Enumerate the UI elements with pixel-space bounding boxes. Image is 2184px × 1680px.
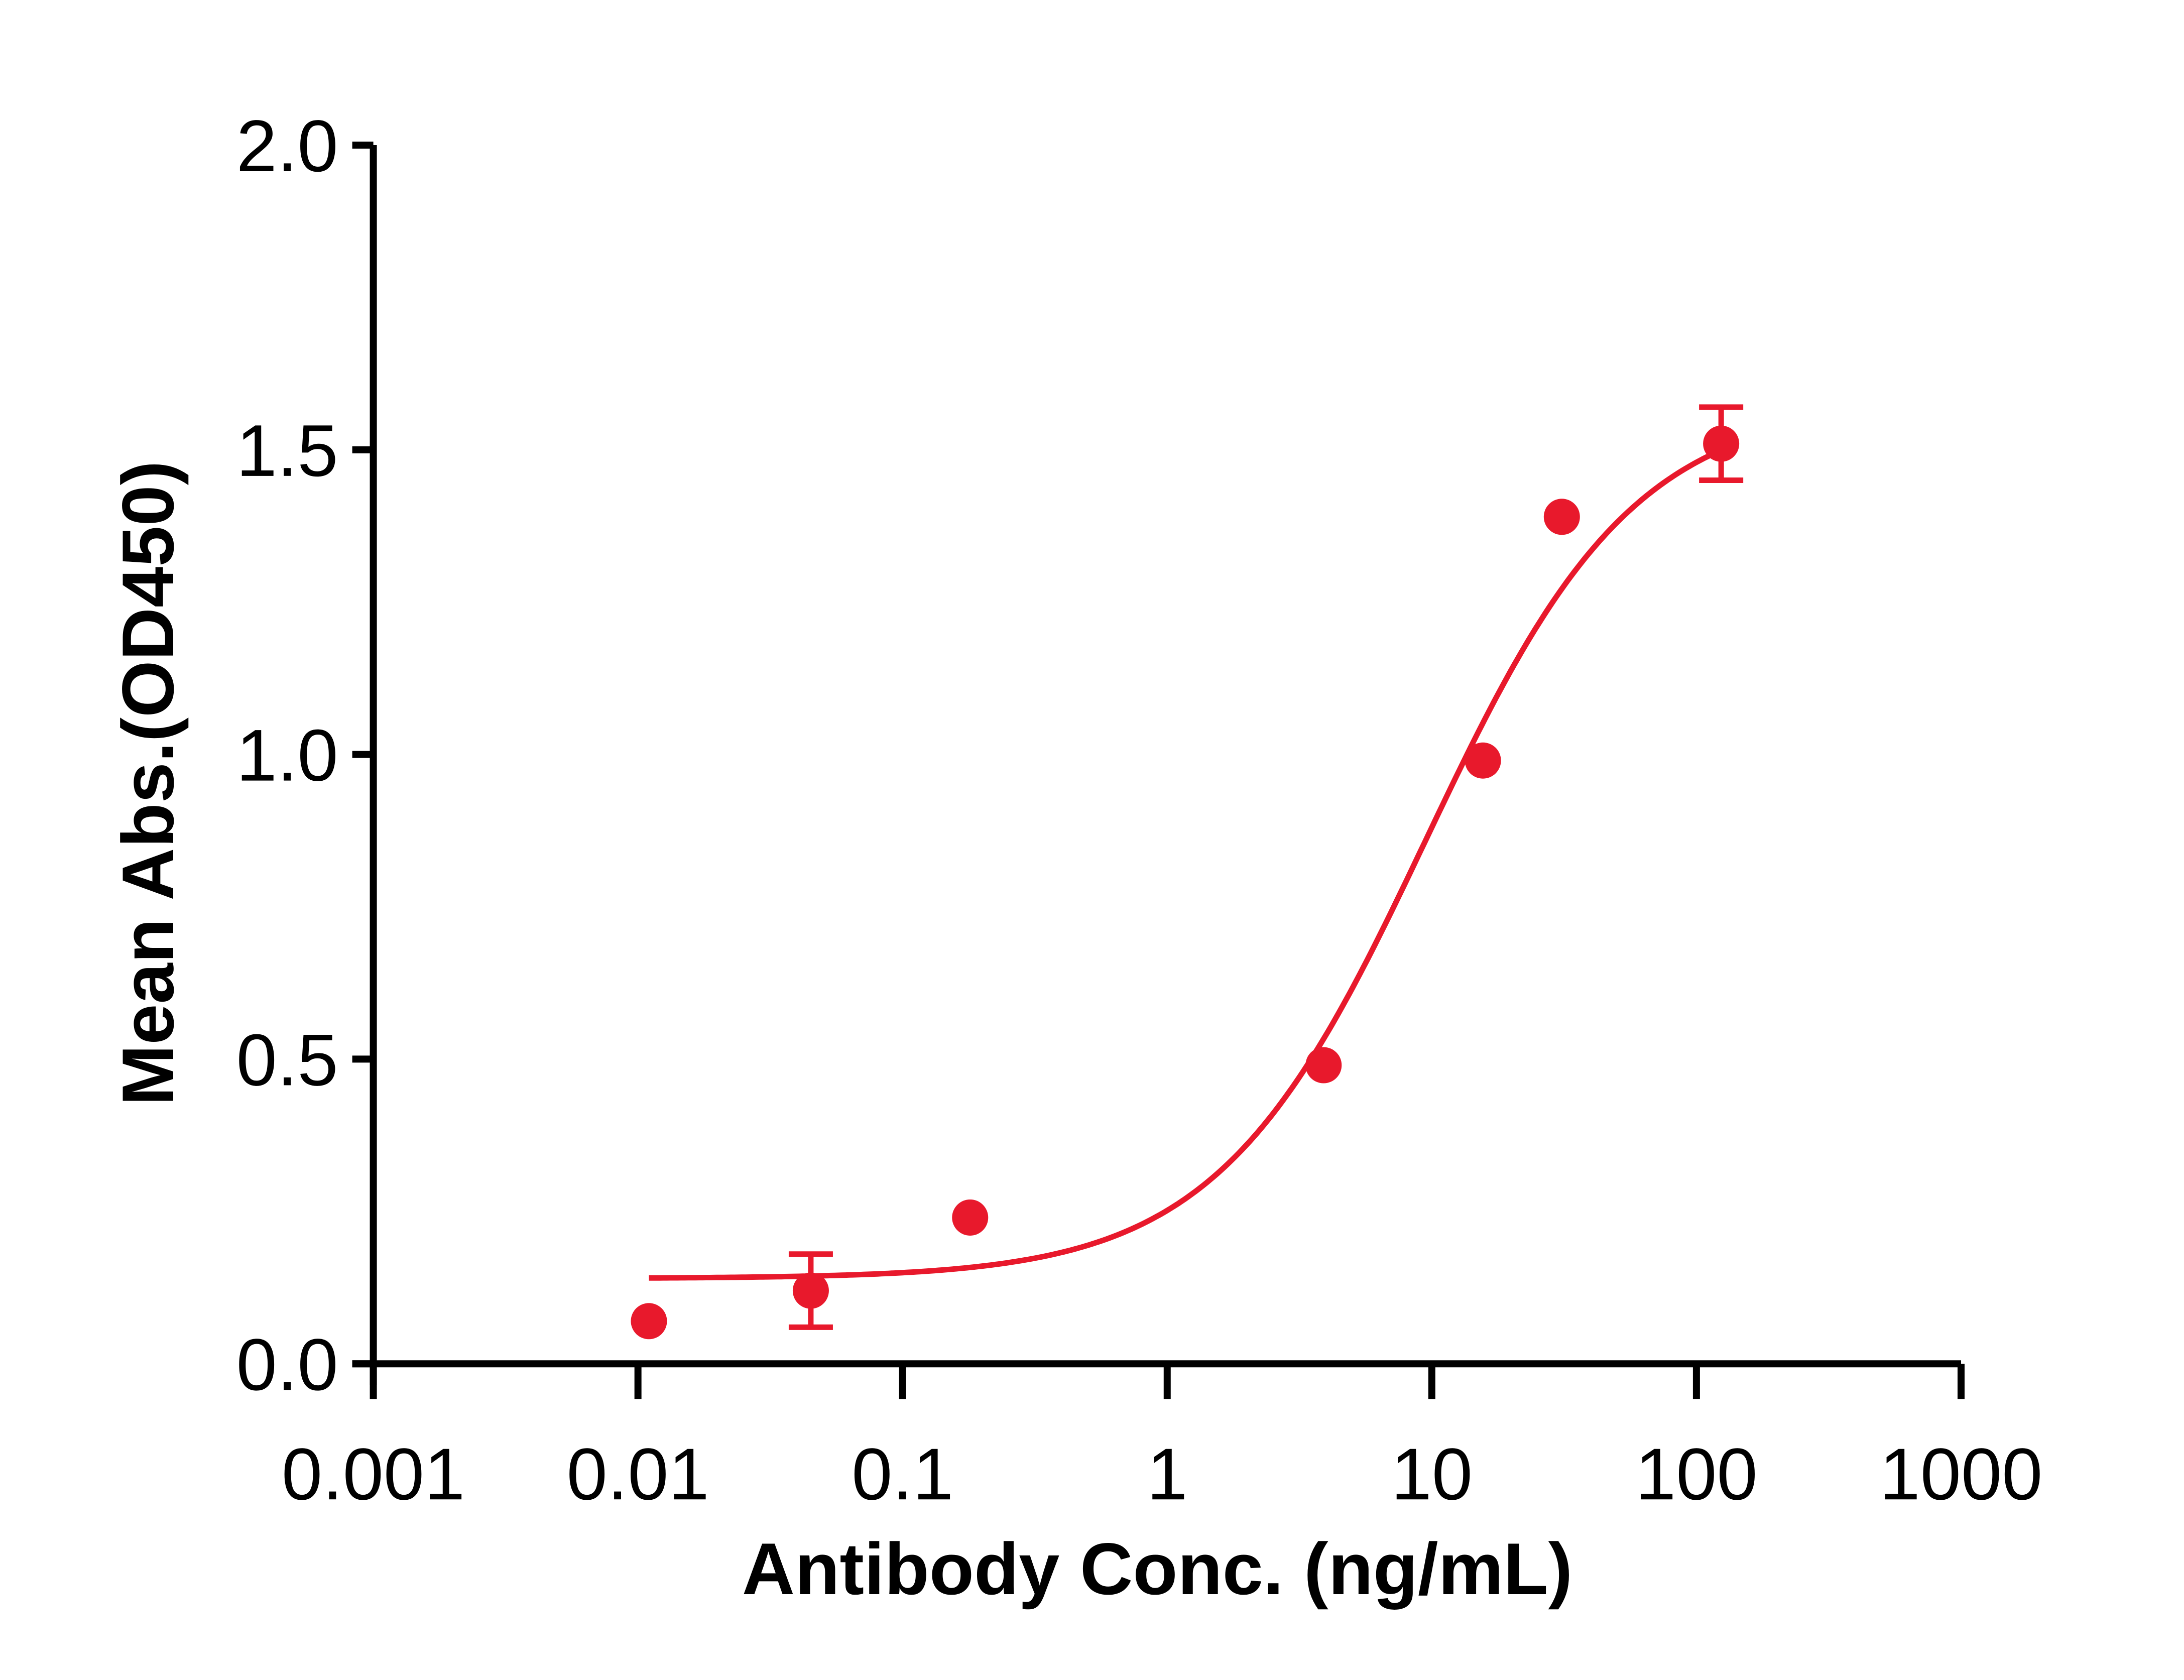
- x-tick-label: 100: [1635, 1433, 1758, 1515]
- data-point: [1703, 425, 1740, 462]
- x-tick-label: 1: [1147, 1433, 1187, 1515]
- data-point: [792, 1272, 829, 1309]
- y-tick-label: 2.0: [236, 105, 338, 187]
- y-axis-title: Mean Abs.(OD450): [107, 461, 189, 1106]
- y-tick-label: 0.0: [236, 1324, 338, 1405]
- data-point: [952, 1199, 989, 1236]
- x-tick-label: 0.001: [282, 1433, 465, 1515]
- data-point: [631, 1303, 667, 1340]
- y-tick-label: 1.5: [236, 410, 338, 492]
- x-tick-label: 1000: [1880, 1433, 2043, 1515]
- data-points: [631, 404, 1744, 1340]
- x-tick-label: 0.01: [567, 1433, 709, 1515]
- y-tick-label: 0.5: [236, 1019, 338, 1101]
- data-point: [1543, 499, 1580, 535]
- fit-curve: [649, 447, 1723, 1281]
- y-tick-label: 1.0: [236, 714, 338, 796]
- x-tick-label: 10: [1391, 1433, 1473, 1515]
- x-tick-label: 0.1: [852, 1433, 953, 1515]
- x-axis-title: Antibody Conc. (ng/mL): [742, 1528, 1572, 1610]
- data-point: [1465, 742, 1501, 779]
- data-point: [1305, 1047, 1342, 1084]
- axes: 0.0 0.5 1.0 1.5 2.0 0.001 0.01 0.1 1 10 100 1000: [236, 105, 2043, 1515]
